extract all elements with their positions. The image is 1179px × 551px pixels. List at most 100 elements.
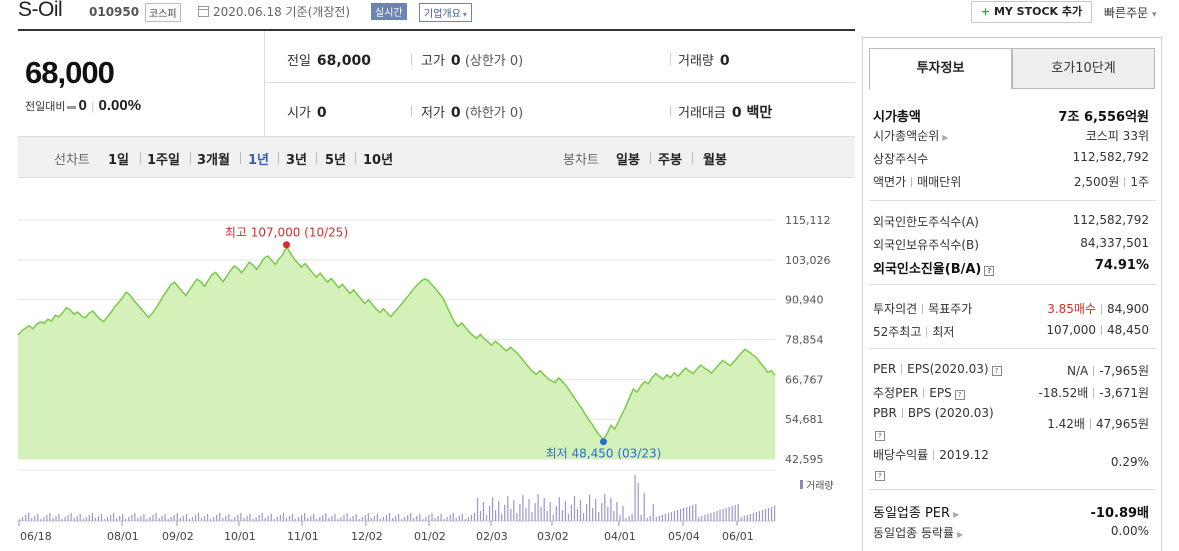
volume-bar: [746, 515, 748, 521]
volume-bar: [55, 516, 57, 521]
volume-bar: [440, 514, 442, 521]
stat-low-value: 0: [450, 105, 461, 121]
volume-bar: [113, 513, 115, 521]
volume-bar: [379, 519, 381, 521]
corp-info-dropdown[interactable]: 기업개요 ▾: [419, 3, 472, 22]
candle-monthly[interactable]: 월봉: [703, 153, 727, 168]
volume-bar: [204, 516, 206, 521]
volume-bar: [200, 518, 203, 521]
current-price: 68,000: [25, 55, 115, 90]
volume-bar: [328, 518, 330, 521]
bps-value: 47,965원: [1095, 417, 1149, 431]
help-icon[interactable]: ?: [991, 366, 1002, 376]
stat-low: 저가 0 (하한가 0): [421, 102, 523, 121]
volume-bar: [704, 515, 706, 521]
divider: [1089, 419, 1091, 429]
volume-bar: [376, 514, 378, 521]
y-tick-label: 103,026: [785, 254, 831, 267]
volume-bar: [625, 518, 627, 521]
volume-bar: [640, 515, 642, 521]
divider: [911, 177, 913, 187]
volume-bar: [325, 513, 327, 521]
volume-bar: [237, 515, 239, 521]
quick-order-dropdown[interactable]: 빠른주문 ▾: [1104, 4, 1157, 21]
candle-daily[interactable]: 일봉: [616, 153, 640, 168]
volume-bar: [149, 517, 151, 521]
volume-bar: [428, 515, 430, 521]
x-tick-label: 02/03: [476, 530, 508, 543]
volume-bar: [579, 500, 582, 521]
volume-bar: [264, 518, 266, 521]
volume-bar: [634, 475, 636, 521]
volume-bar: [598, 512, 600, 521]
volume-bar: [667, 513, 670, 521]
period-3y[interactable]: 3년: [286, 153, 308, 168]
volume-bar: [152, 515, 154, 521]
unit-label: 매매단위: [917, 175, 962, 189]
volume-bar: [752, 513, 754, 521]
help-icon[interactable]: ?: [875, 431, 885, 441]
volume-bar: [367, 513, 369, 521]
price-line: [17, 245, 776, 441]
base-date: 2020.06.18 기준(개장전): [213, 5, 351, 19]
par-label: 액면가: [873, 175, 907, 189]
target-label: 목표주가: [928, 302, 973, 316]
volume-bar: [573, 496, 576, 521]
x-tick-label: 01/02: [414, 530, 446, 543]
volume-bar: [316, 519, 318, 521]
candle-weekly[interactable]: 주봉: [658, 153, 682, 168]
period-1y[interactable]: 1년: [248, 153, 270, 168]
est-eps-label: EPS: [929, 386, 952, 400]
eps-value: -7,965원: [1099, 364, 1149, 378]
volume-bar: [49, 513, 51, 521]
volume-bar: [570, 505, 572, 521]
divider: [869, 348, 1156, 349]
help-icon[interactable]: ?: [875, 471, 885, 481]
volume-bar: [631, 514, 633, 521]
volume-bar: [592, 508, 594, 521]
volume-bar: [755, 512, 757, 521]
volume-bar: [158, 518, 160, 521]
volume-bar: [637, 483, 639, 521]
arrow-right-icon: ▶: [957, 530, 964, 539]
divider: [1093, 366, 1095, 376]
divider: [1093, 388, 1095, 398]
period-3m[interactable]: 3개월: [197, 153, 230, 168]
volume-bar: [416, 516, 418, 521]
volume-legend-swatch: [800, 480, 803, 489]
volume-bar: [670, 512, 673, 521]
divider: [355, 152, 356, 164]
period-1d[interactable]: 1일: [108, 153, 130, 168]
divider: [1101, 304, 1102, 314]
volume-bar: [546, 511, 548, 521]
volume-bar: [425, 517, 427, 521]
volume-bar: [370, 518, 372, 521]
realtime-button[interactable]: 실시간: [371, 3, 407, 20]
period-1w[interactable]: 1주일: [147, 153, 180, 168]
volume-bar: [207, 514, 209, 521]
volume-bar: [361, 517, 363, 521]
stat-amount: 거래대금 0 백만: [678, 102, 772, 122]
volume-bar: [76, 516, 78, 521]
tab-order-book[interactable]: 호가10단계: [1012, 48, 1155, 89]
volume-bar: [613, 511, 615, 521]
volume-bar: [106, 517, 109, 521]
volume-bar: [179, 518, 181, 521]
volume-bar: [655, 517, 657, 521]
volume-bar: [285, 518, 287, 521]
volume-bar: [731, 506, 733, 521]
quick-order-label: 빠른주문: [1104, 6, 1149, 20]
corp-info-label: 기업개요: [424, 9, 461, 20]
help-icon[interactable]: ?: [984, 266, 995, 276]
add-my-stock-button[interactable]: + MY STOCK 추가: [971, 1, 1092, 23]
volume-bar: [522, 495, 524, 521]
volume-bars: 거래량: [18, 469, 834, 522]
volume-bar: [689, 506, 691, 521]
period-5y[interactable]: 5년: [325, 153, 347, 168]
volume-bar: [176, 513, 178, 521]
tab-invest-info[interactable]: 투자정보: [869, 48, 1012, 89]
help-icon[interactable]: ?: [954, 390, 965, 400]
stat-open: 시가 0: [287, 102, 327, 121]
period-10y[interactable]: 10년: [363, 153, 394, 168]
stat-high-limit: (상한가 0): [464, 54, 524, 69]
